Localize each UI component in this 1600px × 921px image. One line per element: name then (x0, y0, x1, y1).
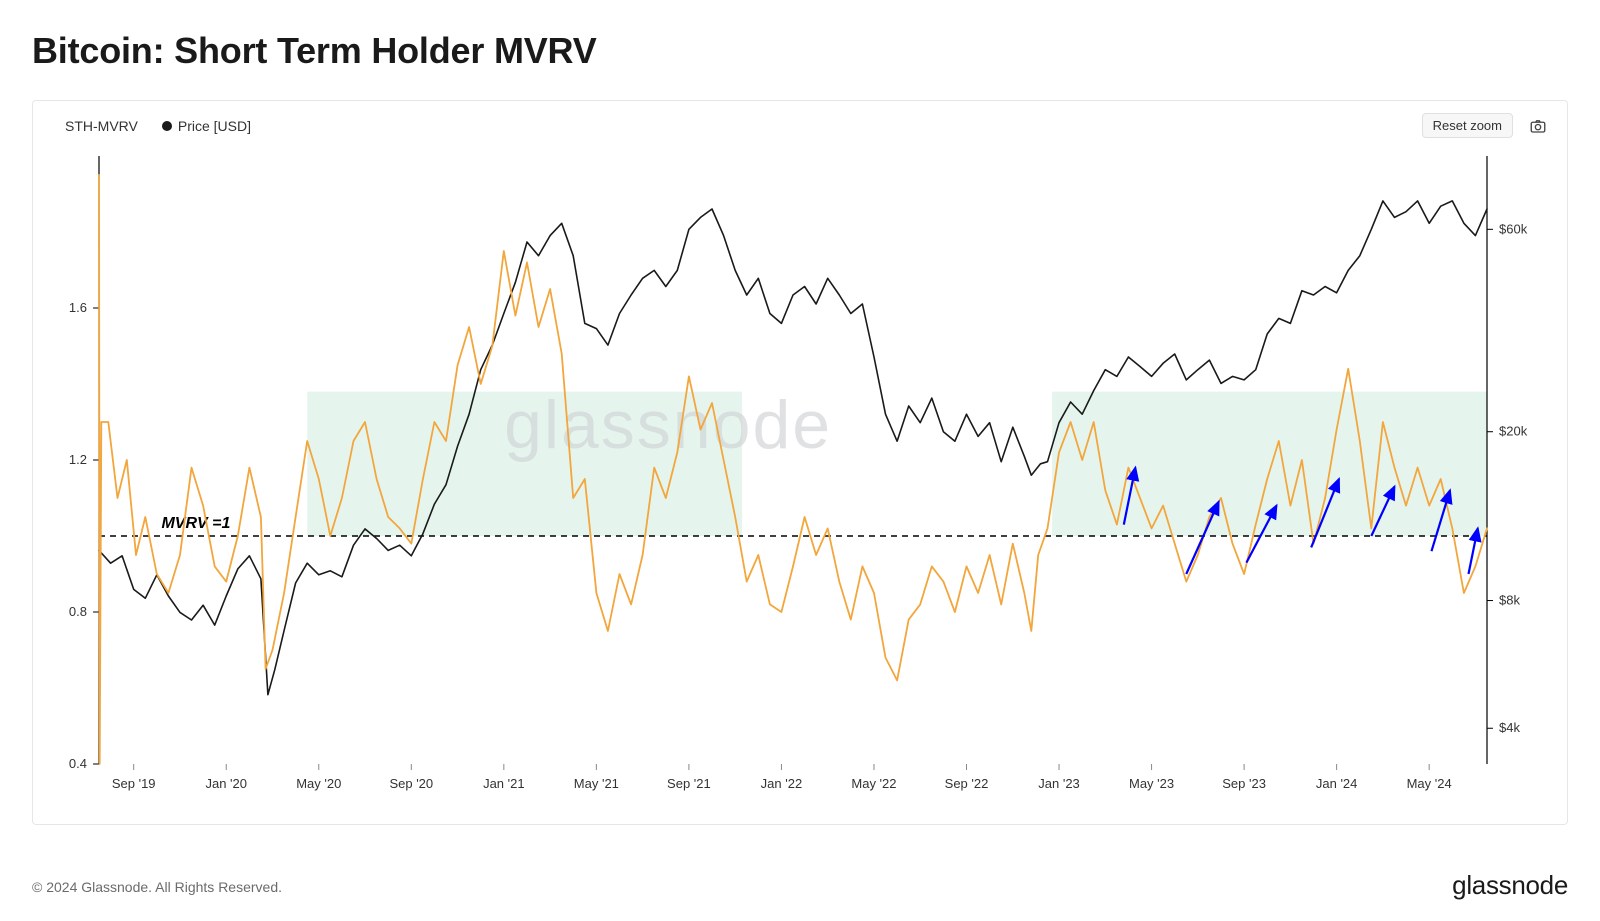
legend-label-price: Price [USD] (178, 118, 251, 134)
svg-text:May '23: May '23 (1129, 776, 1174, 791)
svg-text:Jan '23: Jan '23 (1038, 776, 1080, 791)
svg-text:May '21: May '21 (574, 776, 619, 791)
svg-text:May '24: May '24 (1407, 776, 1452, 791)
legend: STH-MVRV Price [USD] (49, 118, 251, 134)
brand-logo: glassnode (1452, 870, 1568, 901)
plot-area: glassnode 0.4 0.8 1.2 1.6 $4k $8k $20k $60k Sep '… (49, 146, 1547, 806)
svg-text:Jan '21: Jan '21 (483, 776, 525, 791)
svg-text:MVRV =1: MVRV =1 (161, 515, 230, 532)
legend-label-mvrv: STH-MVRV (65, 118, 138, 134)
svg-text:1.2: 1.2 (69, 452, 87, 467)
svg-text:$20k: $20k (1499, 424, 1528, 439)
svg-text:Jan '24: Jan '24 (1316, 776, 1358, 791)
svg-text:0.8: 0.8 (69, 604, 87, 619)
svg-text:glassnode: glassnode (504, 387, 832, 463)
svg-text:1.6: 1.6 (69, 300, 87, 315)
svg-text:Sep '23: Sep '23 (1222, 776, 1266, 791)
chart-title: Bitcoin: Short Term Holder MVRV (32, 30, 1568, 72)
svg-text:$4k: $4k (1499, 720, 1520, 735)
svg-text:Sep '22: Sep '22 (945, 776, 989, 791)
svg-text:May '22: May '22 (851, 776, 896, 791)
svg-text:$8k: $8k (1499, 593, 1520, 608)
svg-text:May '20: May '20 (296, 776, 341, 791)
svg-text:Sep '21: Sep '21 (667, 776, 711, 791)
legend-item-mvrv[interactable]: STH-MVRV (49, 118, 138, 134)
svg-text:Sep '19: Sep '19 (112, 776, 156, 791)
svg-text:Jan '22: Jan '22 (761, 776, 803, 791)
camera-icon[interactable] (1529, 117, 1547, 135)
svg-text:0.4: 0.4 (69, 756, 87, 771)
chart-container: STH-MVRV Price [USD] Reset zoom glassnod… (32, 100, 1568, 825)
copyright-text: © 2024 Glassnode. All Rights Reserved. (32, 879, 282, 895)
reset-zoom-button[interactable]: Reset zoom (1422, 113, 1513, 138)
legend-dot-mvrv (49, 121, 59, 131)
svg-text:Jan '20: Jan '20 (205, 776, 247, 791)
svg-text:Sep '20: Sep '20 (389, 776, 433, 791)
legend-dot-price (162, 121, 172, 131)
legend-item-price[interactable]: Price [USD] (162, 118, 251, 134)
svg-text:$60k: $60k (1499, 221, 1528, 236)
